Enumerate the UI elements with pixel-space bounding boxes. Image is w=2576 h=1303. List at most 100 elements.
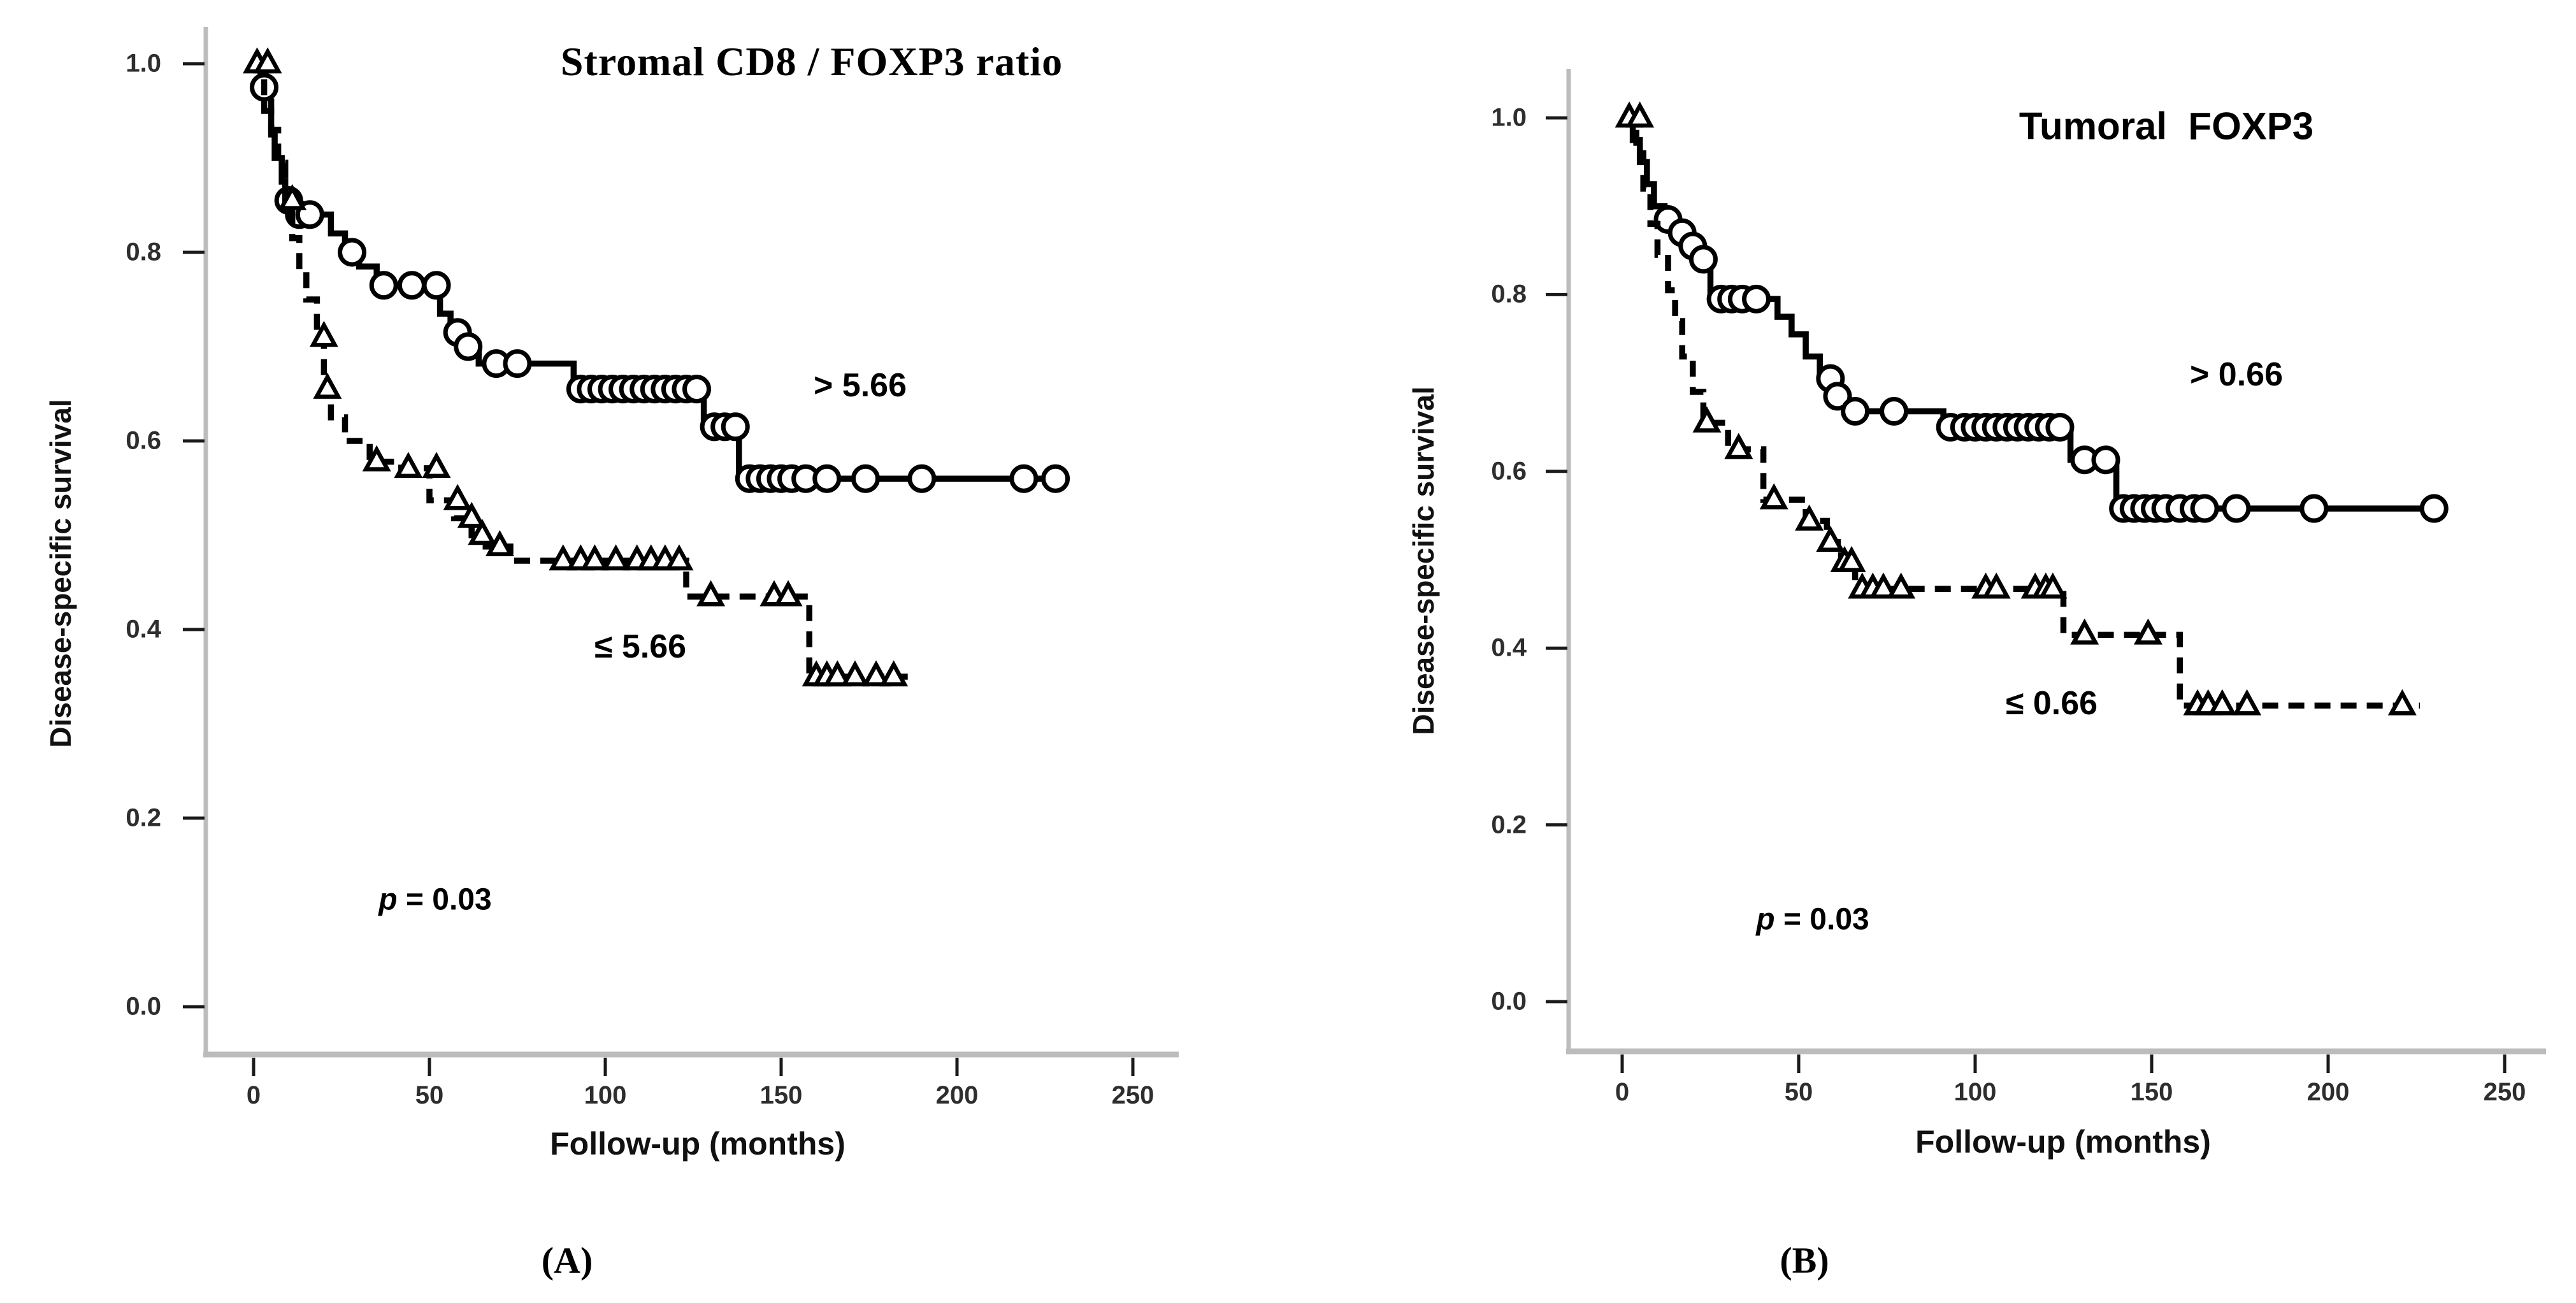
- panel-a-upper-curve-label: > 5.66: [813, 367, 907, 404]
- panel-a-y-axis-label: Disease-specific survival: [44, 399, 77, 748]
- censor-circle-marker: [1742, 284, 1771, 313]
- censor-triangle-marker: [2038, 572, 2068, 599]
- censor-triangle-marker: [1724, 433, 1753, 459]
- panel-a-p-value: p = 0.03: [378, 882, 491, 918]
- censor-triangle-marker: [774, 580, 803, 607]
- censor-triangle-marker: [468, 519, 497, 545]
- x-tick-label: 50: [415, 1081, 444, 1109]
- censor-triangle-marker: [696, 580, 726, 607]
- censor-triangle-marker: [2233, 689, 2262, 716]
- panel-b-p-symbol: p: [1756, 902, 1775, 937]
- y-tick-label: 1.0: [1491, 103, 1527, 132]
- x-tick-label: 0: [1615, 1078, 1630, 1106]
- censor-circle-marker: [369, 271, 398, 300]
- panel-b-title: Tumoral FOXP3: [2018, 104, 2314, 148]
- censor-triangle-marker: [1759, 483, 1788, 510]
- censor-circle-marker: [721, 412, 750, 442]
- y-tick-label: 0.4: [126, 615, 161, 644]
- censor-triangle-marker: [1887, 572, 1916, 599]
- censor-triangle-marker: [394, 452, 423, 479]
- censor-triangle-marker: [1795, 504, 1824, 531]
- censor-triangle-marker: [601, 544, 631, 571]
- x-tick-label: 250: [2483, 1078, 2526, 1106]
- censor-triangle-marker: [443, 484, 472, 510]
- censor-triangle-marker: [278, 184, 307, 210]
- panel-b-p-value: p = 0.03: [1756, 902, 1869, 937]
- y-tick-label: 0.0: [1491, 987, 1527, 1016]
- y-tick-label: 0.2: [126, 803, 161, 832]
- x-tick-label: 100: [584, 1081, 627, 1109]
- y-tick-label: 0.6: [126, 426, 161, 455]
- y-tick-label: 1.0: [126, 49, 161, 78]
- censor-triangle-marker: [1982, 572, 2011, 599]
- censor-circle-marker: [2091, 445, 2120, 475]
- panel-b-p-rest: = 0.03: [1774, 902, 1869, 937]
- panel-b-lower-curve-label: ≤ 0.66: [2005, 685, 2098, 722]
- censor-circle-marker: [2299, 494, 2329, 523]
- censor-circle-marker: [1823, 382, 1852, 411]
- censor-triangle-marker: [879, 660, 909, 687]
- x-tick-label: 150: [2130, 1078, 2173, 1106]
- censor-circle-marker: [454, 332, 483, 361]
- x-tick-label: 50: [1784, 1078, 1813, 1106]
- x-tick-label: 200: [935, 1081, 979, 1109]
- censor-circle-marker: [2045, 412, 2075, 442]
- censor-triangle-marker: [309, 320, 338, 347]
- censor-triangle-marker: [2070, 618, 2099, 645]
- censor-circle-marker: [2419, 494, 2449, 523]
- censor-triangle-marker: [457, 501, 486, 528]
- censor-circle-marker: [422, 271, 451, 300]
- y-tick-label: 0.6: [1491, 457, 1527, 486]
- censor-circle-marker: [503, 349, 532, 378]
- censor-triangle-marker: [840, 660, 870, 687]
- censor-triangle-marker: [2133, 618, 2162, 645]
- censor-circle-marker: [338, 238, 367, 267]
- panel-a-p-rest: = 0.03: [397, 882, 492, 917]
- censor-triangle-marker: [1837, 545, 1866, 572]
- censor-circle-marker: [1841, 396, 1870, 426]
- censor-triangle-marker: [549, 544, 578, 571]
- censor-triangle-marker: [580, 544, 609, 571]
- x-tick-label: 0: [246, 1081, 261, 1109]
- censor-triangle-marker: [1869, 572, 1898, 599]
- censor-triangle-marker: [2208, 689, 2237, 716]
- censor-triangle-marker: [2387, 689, 2417, 716]
- survival-curve-solid: [254, 61, 1063, 482]
- panel-b-letter: (B): [1780, 1239, 1829, 1281]
- y-tick-label: 0.8: [1491, 280, 1527, 308]
- y-tick-label: 0.0: [126, 992, 161, 1021]
- censor-triangle-marker: [313, 372, 342, 399]
- panel-b-upper-curve-label: > 0.66: [2189, 356, 2284, 393]
- x-tick-label: 250: [1111, 1081, 1155, 1109]
- censor-circle-marker: [2190, 494, 2219, 523]
- censor-circle-marker: [1880, 396, 1909, 426]
- censor-triangle-marker: [1625, 101, 1655, 128]
- y-tick-label: 0.2: [1491, 810, 1527, 839]
- survival-curve-dashed: [1622, 115, 2420, 709]
- y-tick-label: 0.4: [1491, 633, 1527, 662]
- y-tick-label: 0.8: [126, 238, 161, 266]
- x-tick-label: 200: [2306, 1078, 2350, 1106]
- censor-triangle-marker: [823, 660, 852, 687]
- x-tick-label: 150: [759, 1081, 803, 1109]
- censor-circle-marker: [907, 464, 937, 493]
- panel-a-title: Stromal CD8 / FOXP3 ratio: [560, 39, 1063, 84]
- panel-a-letter: (A): [541, 1239, 593, 1281]
- panel-b-x-axis-label: Follow-up (months): [1915, 1124, 2211, 1160]
- censor-triangle-marker: [665, 544, 694, 571]
- censor-triangle-marker: [422, 452, 451, 479]
- censor-triangle-marker: [362, 445, 391, 472]
- censor-circle-marker: [682, 375, 712, 404]
- censor-circle-marker: [851, 464, 880, 493]
- panel-a-lower-curve-label: ≤ 5.66: [594, 628, 687, 665]
- censor-circle-marker: [397, 271, 426, 300]
- censor-circle-marker: [1009, 464, 1039, 493]
- censor-triangle-marker: [1692, 406, 1722, 433]
- censor-triangle-marker: [253, 47, 282, 74]
- x-tick-label: 100: [1954, 1078, 1997, 1106]
- censor-triangle-marker: [485, 530, 514, 557]
- censor-circle-marker: [2222, 494, 2251, 523]
- panel-a-p-symbol: p: [378, 882, 398, 917]
